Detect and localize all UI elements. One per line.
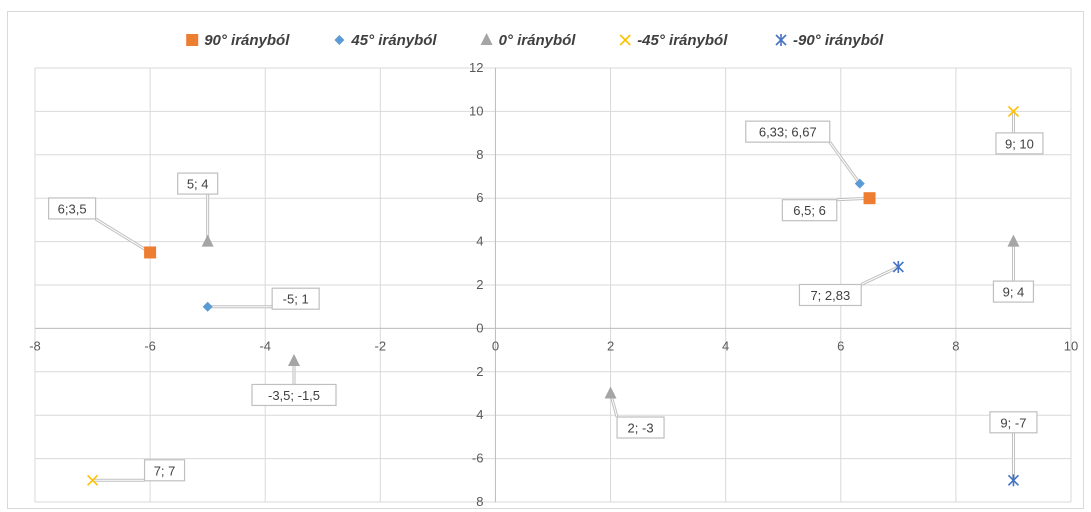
data-point-shape bbox=[334, 35, 345, 45]
legend-item: -90° irányból bbox=[775, 32, 884, 49]
x-tick-label: -8 bbox=[29, 338, 41, 353]
legend-item: 0° irányból bbox=[480, 32, 577, 49]
data-label: 9; 10 bbox=[1005, 136, 1034, 151]
y-tick-label: 12 bbox=[469, 60, 483, 75]
data-point bbox=[863, 192, 876, 205]
data-point-shape bbox=[1007, 105, 1020, 117]
data-point-shape bbox=[604, 386, 617, 399]
data-label: 6,5; 6 bbox=[793, 203, 826, 218]
data-point-shape bbox=[86, 474, 99, 486]
x-tick-label: 0 bbox=[492, 338, 499, 353]
legend-item: 90° irányból bbox=[186, 32, 290, 49]
data-point-shape bbox=[480, 33, 493, 45]
data-point bbox=[604, 386, 617, 399]
data-label: 2; -3 bbox=[628, 421, 654, 436]
callout-box bbox=[143, 459, 186, 482]
callout-leader-inner bbox=[95, 218, 151, 253]
data-point-shape bbox=[854, 178, 865, 189]
legend-label: -45° irányból bbox=[637, 32, 728, 49]
y-tick-label: 2 bbox=[476, 364, 483, 379]
callout-box bbox=[271, 287, 320, 310]
data-point bbox=[1007, 474, 1020, 487]
data-point-shape bbox=[201, 234, 214, 247]
x-tick-label: -4 bbox=[259, 338, 271, 353]
callout-box bbox=[616, 416, 665, 439]
data-label: 9; 4 bbox=[1003, 285, 1025, 300]
data-point bbox=[1007, 234, 1020, 247]
data-point bbox=[775, 34, 787, 46]
y-tick-label: 8 bbox=[476, 147, 483, 162]
callout-box bbox=[995, 132, 1044, 155]
callout-box bbox=[251, 383, 337, 407]
y-tick-label: 2 bbox=[476, 277, 483, 292]
data-label: 6;3,5 bbox=[58, 201, 87, 216]
data-point bbox=[854, 178, 865, 189]
callout-leader-inner bbox=[861, 266, 899, 285]
x-tick-label: 6 bbox=[837, 338, 844, 353]
legend-label: 90° irányból bbox=[204, 32, 290, 49]
data-point bbox=[334, 35, 345, 45]
legend-item: -45° irányból bbox=[619, 32, 728, 49]
x-tick-label: 10 bbox=[1064, 338, 1078, 353]
data-point-shape bbox=[288, 353, 300, 366]
data-point-shape bbox=[863, 192, 876, 205]
data-point bbox=[288, 353, 300, 366]
y-tick-label: 4 bbox=[476, 407, 483, 422]
y-tick-label: 8 bbox=[476, 494, 483, 509]
data-label: -5; 1 bbox=[283, 292, 309, 307]
legend-item: 45° irányból bbox=[334, 32, 437, 49]
callout-box bbox=[798, 283, 862, 307]
y-tick-label: -6 bbox=[472, 451, 484, 466]
x-tick-label: 2 bbox=[607, 338, 614, 353]
callout-box bbox=[745, 120, 831, 143]
legend-label: 45° irányból bbox=[350, 32, 437, 49]
data-point bbox=[892, 260, 904, 273]
callout-box bbox=[177, 172, 219, 195]
y-tick-label: 6 bbox=[476, 190, 483, 205]
callout-box bbox=[48, 197, 97, 220]
data-label: 9; -7 bbox=[1000, 415, 1026, 430]
data-label: -3,5; -1,5 bbox=[268, 388, 320, 403]
data-label: 6,33; 6,67 bbox=[759, 125, 817, 140]
data-point bbox=[86, 474, 99, 486]
legend-label: -90° irányból bbox=[793, 32, 884, 49]
x-tick-label: -6 bbox=[144, 338, 156, 353]
x-tick-label: 4 bbox=[722, 338, 729, 353]
y-tick-label: 4 bbox=[476, 234, 483, 249]
x-tick-label: -2 bbox=[375, 338, 387, 353]
data-point-shape bbox=[1007, 234, 1020, 247]
data-point-shape bbox=[144, 246, 157, 259]
data-point bbox=[201, 234, 214, 247]
y-tick-label: 0 bbox=[476, 320, 483, 335]
data-point-shape bbox=[186, 34, 199, 46]
legend-label: 0° irányból bbox=[499, 32, 577, 49]
data-label: 7; 2,83 bbox=[810, 288, 850, 303]
x-tick-label: 8 bbox=[952, 338, 959, 353]
callout-box bbox=[989, 411, 1038, 434]
data-point bbox=[202, 301, 213, 312]
callout-box bbox=[992, 280, 1035, 303]
data-point-shape bbox=[619, 34, 631, 46]
data-label: 5; 4 bbox=[187, 177, 209, 192]
y-tick-label: 10 bbox=[469, 103, 483, 118]
callout-leader-inner bbox=[829, 141, 861, 184]
data-point bbox=[1007, 105, 1020, 117]
data-point bbox=[186, 34, 199, 46]
chart-frame bbox=[7, 11, 1084, 509]
data-point bbox=[619, 34, 631, 46]
data-label: 7; 7 bbox=[154, 463, 176, 478]
callout-box bbox=[781, 199, 838, 222]
data-point bbox=[144, 246, 157, 259]
data-point bbox=[480, 33, 493, 45]
data-point-shape bbox=[202, 301, 213, 312]
